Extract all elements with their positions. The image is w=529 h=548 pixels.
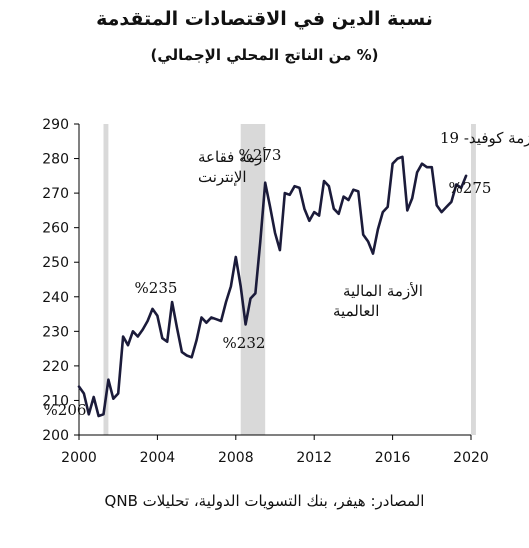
y-tick-label: 220 <box>42 359 69 375</box>
y-tick-label: 210 <box>42 393 69 409</box>
value-annotation: %232 <box>223 334 266 352</box>
x-tick-label: 2020 <box>453 450 489 466</box>
y-tick-label: 250 <box>42 255 69 271</box>
dotcom-crisis-label-line2: الإنترنت <box>198 168 247 186</box>
y-tick-label: 240 <box>42 290 69 306</box>
covid-crisis-label: أزمة كوفيد- 19 <box>440 128 529 147</box>
x-tick-label: 2004 <box>140 450 176 466</box>
x-tick-label: 2016 <box>375 450 411 466</box>
y-tick-label: 290 <box>42 117 69 133</box>
value-annotation: %206 <box>44 401 87 419</box>
y-tick-label: 280 <box>42 152 69 168</box>
x-tick-label: 2008 <box>218 450 254 466</box>
gfc-crisis-label-line2: العالمية <box>333 302 379 320</box>
chart-title: نسبة الدين في الاقتصادات المتقدمة <box>96 8 433 30</box>
dotcom-crisis-label-line1: أزمة فقاعة <box>198 147 267 166</box>
shaded-period-2 <box>471 124 476 435</box>
y-tick-label: 270 <box>42 186 69 202</box>
value-annotation: %275 <box>449 179 492 197</box>
value-annotation: %273 <box>239 146 282 164</box>
x-tick-label: 2000 <box>61 450 97 466</box>
x-tick-label: 2012 <box>296 450 332 466</box>
shaded-period-0 <box>103 124 109 435</box>
chart-subtitle: (% من الناتج المحلي الإجمالي) <box>150 46 379 64</box>
y-tick-label: 200 <box>42 428 69 444</box>
debt-ratio-series-line <box>77 155 468 418</box>
chart-source: المصادر: هيفر، بنك التسويات الدولية، تحل… <box>104 492 425 510</box>
y-tick-label: 260 <box>42 221 69 237</box>
gfc-crisis-label-line1: الأزمة المالية <box>343 282 423 300</box>
shaded-period-1 <box>240 124 266 435</box>
value-annotation: %235 <box>135 279 178 297</box>
y-tick-label: 230 <box>42 324 69 340</box>
